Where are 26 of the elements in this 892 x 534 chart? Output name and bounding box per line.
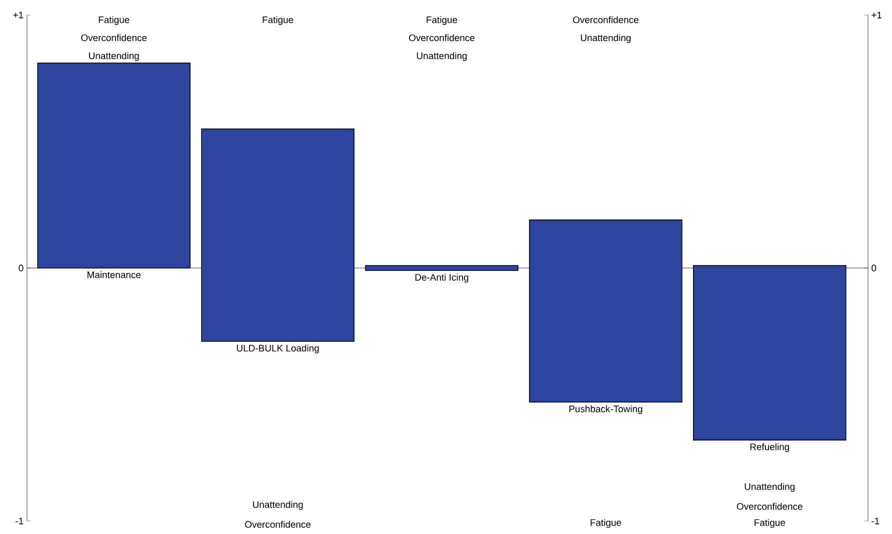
annotation: Overconfidence [245, 520, 311, 528]
annotation: Unattending [89, 52, 139, 62]
y2-tick-label: -1 [872, 518, 880, 524]
annotation: Unattending [253, 500, 303, 510]
x-tick-label: De-Anti Icing [415, 274, 468, 283]
annotation: Overconfidence [409, 34, 474, 42]
annotation: Overconfidence [736, 502, 802, 510]
annotation: Unattending [744, 482, 795, 492]
x-tick-label: Maintenance [88, 271, 141, 278]
annotation: Fatigue [590, 518, 622, 528]
annotation: Fatigue [754, 518, 786, 528]
x-tick-label: Pushback-Towing [569, 405, 642, 414]
annotation: Overconfidence [81, 34, 147, 42]
annotation: Unattending [580, 34, 631, 44]
y-tick-label: 0 [18, 264, 24, 272]
y2-tick-label: +1 [872, 12, 882, 18]
annotation: Unattending [416, 52, 467, 62]
y-tick-label: +1 [13, 12, 24, 18]
annotation: Overconfidence [573, 16, 638, 24]
x-tick-label: ULD-BULK Loading [237, 344, 319, 354]
y2-tick-label: 0 [872, 264, 876, 272]
x-tick-label: Refueling [750, 443, 790, 452]
annotation: Fatigue [98, 16, 130, 26]
annotation: Fatigue [262, 16, 294, 26]
annotation: Fatigue [426, 16, 458, 26]
y-tick-label: -1 [16, 518, 24, 524]
